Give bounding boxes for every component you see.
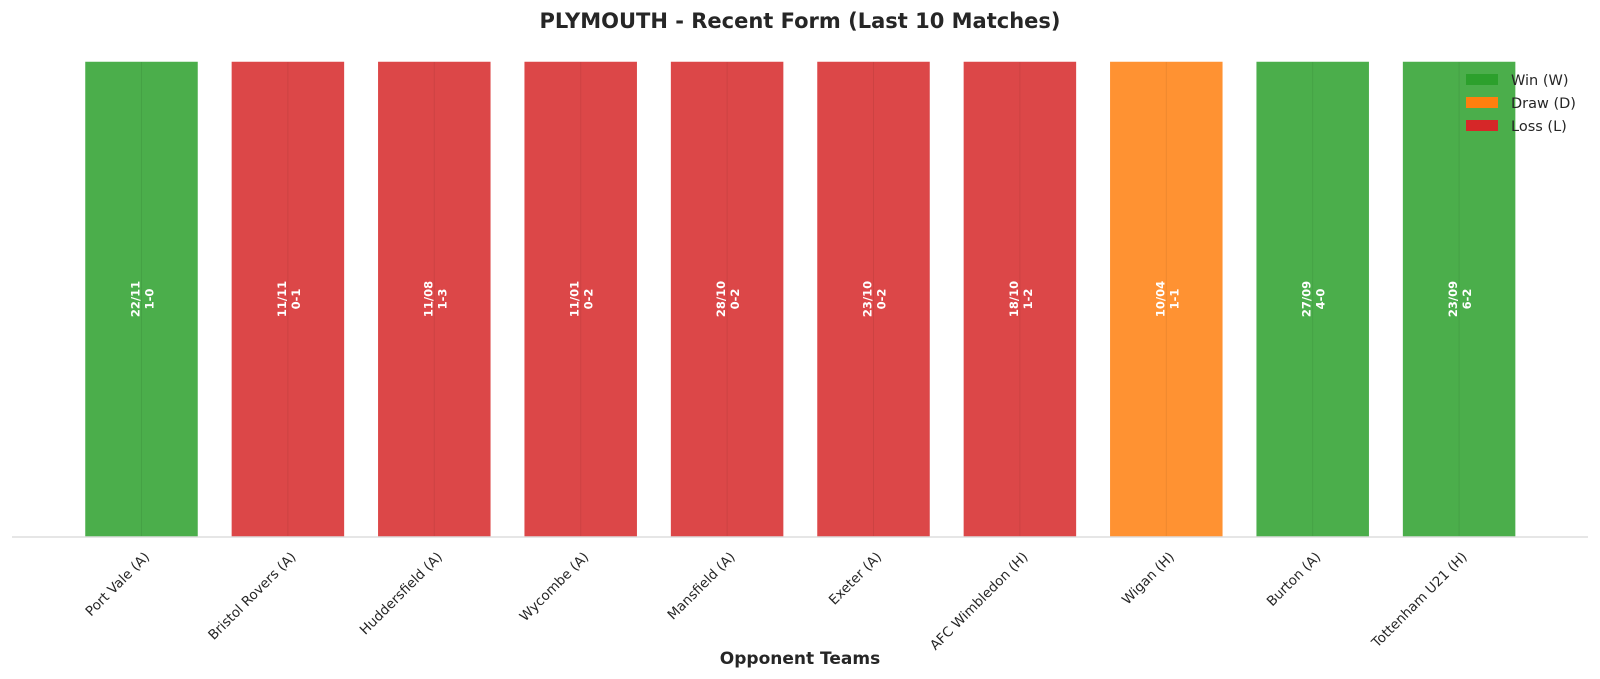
x-tick-label: Wycombe (A): [517, 549, 593, 625]
bars-layer: 22/111-0 11/110-1 11/081-3 11/010-2 28/100-2…: [83, 60, 1517, 538]
bar-date-label: 10/04: [1153, 281, 1167, 317]
legend-swatch: [1466, 97, 1498, 108]
bar-score-label: 1-2: [1021, 289, 1035, 310]
bar-group: 11/010-2: [522, 60, 639, 538]
legend-swatch: [1466, 120, 1498, 131]
bar-score-label: 0-2: [728, 289, 742, 310]
legend-label: Win (W): [1511, 73, 1569, 89]
x-tick-label: AFC Wimbledon (H): [927, 549, 1031, 653]
bar-date-label: 28/10: [714, 281, 728, 317]
bar-group: 10/041-1: [1108, 60, 1225, 538]
bar-group: 27/094-0: [1254, 60, 1371, 538]
legend-item: Win (W): [1466, 73, 1569, 89]
bar-date-label: 22/11: [129, 281, 143, 317]
bar-label: 11/010-2: [568, 281, 596, 317]
bar-group: 23/096-2: [1401, 60, 1517, 538]
x-tick-label: Burton (A): [1264, 549, 1324, 609]
bar-group: 23/100-2: [815, 60, 932, 538]
bar: [376, 60, 493, 538]
x-tick-label: Wigan (H): [1119, 549, 1178, 608]
bar-label: 18/101-2: [1007, 281, 1035, 317]
bar-label: 28/100-2: [714, 281, 742, 317]
bar-date-label: 23/09: [1446, 281, 1460, 317]
bar: [230, 60, 346, 538]
bar-label: 27/094-0: [1300, 281, 1328, 317]
bar-group: 28/100-2: [669, 60, 785, 538]
bar-label: 23/100-2: [861, 281, 889, 317]
bar-label: 11/081-3: [421, 281, 449, 317]
bar-score-label: 6-2: [1460, 289, 1474, 310]
x-tick-label: Bristol Rovers (A): [205, 549, 299, 643]
x-tick-label: Exeter (A): [826, 549, 885, 608]
legend-label: Draw (D): [1511, 96, 1576, 112]
x-tick-labels: Port Vale (A) Bristol Rovers (A) Huddersfi…: [83, 549, 1471, 653]
bar-group: 11/110-1: [230, 60, 346, 538]
bar-group: 22/111-0: [83, 60, 200, 538]
bar: [815, 60, 932, 538]
bar-group: 18/101-2: [962, 60, 1078, 538]
bar: [83, 60, 200, 538]
bar-label: 10/041-1: [1153, 281, 1181, 317]
bar-label: 22/111-0: [129, 281, 157, 317]
legend-label: Loss (L): [1511, 119, 1567, 135]
bar-date-label: 11/11: [275, 281, 289, 317]
bar-date-label: 23/10: [861, 281, 875, 317]
bar-score-label: 1-0: [143, 289, 157, 310]
bar-date-label: 18/10: [1007, 281, 1021, 317]
x-tick-label: Mansfield (A): [665, 549, 739, 623]
bar: [1254, 60, 1371, 538]
bar-date-label: 11/08: [421, 281, 435, 317]
x-tick-label: Tottenham U21 (H): [1368, 549, 1471, 652]
bar-group: 11/081-3: [376, 60, 493, 538]
bar-score-label: 0-2: [875, 289, 889, 310]
legend-item: Loss (L): [1466, 119, 1567, 135]
x-tick-label: Port Vale (A): [83, 549, 153, 619]
bar-score-label: 0-1: [289, 289, 303, 310]
bar-score-label: 0-2: [582, 289, 596, 310]
bar: [1108, 60, 1225, 538]
bar-label: 23/096-2: [1446, 281, 1474, 317]
chart-title: PLYMOUTH - Recent Form (Last 10 Matches): [539, 9, 1060, 33]
bar-label: 11/110-1: [275, 281, 303, 317]
legend: Win (W) Draw (D) Loss (L): [1466, 73, 1576, 135]
x-tick-label: Huddersfield (A): [357, 549, 446, 638]
bar: [1401, 60, 1517, 538]
bar-date-label: 27/09: [1300, 281, 1314, 317]
x-axis-title: Opponent Teams: [720, 649, 880, 669]
bar-score-label: 4-0: [1314, 289, 1328, 310]
bar-date-label: 11/01: [568, 281, 582, 317]
bar-score-label: 1-3: [435, 289, 449, 310]
legend-swatch: [1466, 74, 1498, 85]
legend-item: Draw (D): [1466, 96, 1576, 112]
bar: [962, 60, 1078, 538]
bar-score-label: 1-1: [1167, 289, 1181, 310]
